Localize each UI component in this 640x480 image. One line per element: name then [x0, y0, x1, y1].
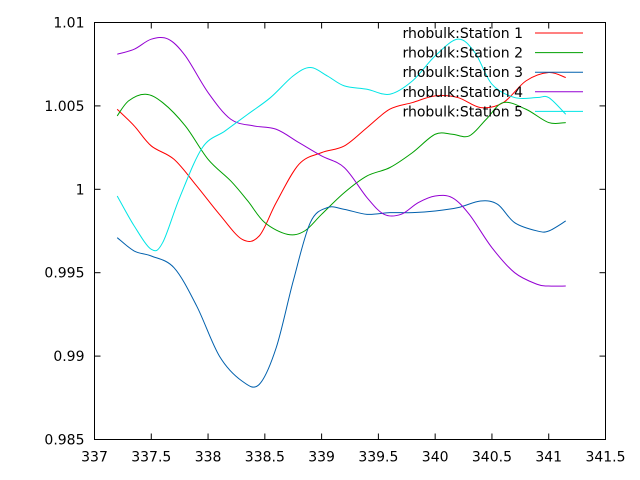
- y-tick-label: 1.005: [44, 99, 84, 115]
- legend-label-station-3: rhobulk:Station 3: [402, 65, 523, 81]
- series-line-station-4: [117, 37, 566, 287]
- series-line-station-5: [116, 38, 567, 252]
- series-lines: [116, 37, 567, 388]
- x-tick-label: 340.5: [472, 450, 512, 466]
- x-axis: 337 337.5 338 338.5 339 339.5 340 340.5 341 341.5: [81, 22, 626, 466]
- legend-label-station-4: rhobulk:Station 4: [402, 85, 523, 101]
- y-axis: 0.985 0.99 0.995 1 1.005 1.01: [44, 16, 606, 449]
- x-tick-label: 338.5: [245, 450, 285, 466]
- x-tick-label: 337: [81, 450, 108, 466]
- x-tick-label: 340: [422, 450, 449, 466]
- x-tick-label: 341.5: [585, 450, 625, 466]
- series-line-station-1: [116, 72, 566, 242]
- y-tick-label: 1.01: [53, 16, 84, 32]
- series-line-station-2: [116, 93, 566, 236]
- x-tick-label: 341: [535, 450, 562, 466]
- legend: rhobulk:Station 1 rhobulk:Station 2 rhobul…: [402, 26, 583, 120]
- series-line-station-3: [116, 200, 567, 388]
- legend-label-station-5: rhobulk:Station 5: [402, 104, 523, 120]
- y-tick-label: 0.985: [44, 433, 84, 449]
- x-tick-label: 339.5: [358, 450, 398, 466]
- y-tick-label: 0.99: [53, 349, 84, 365]
- legend-label-station-2: rhobulk:Station 2: [402, 46, 523, 62]
- x-tick-label: 339: [308, 450, 335, 466]
- plot-frame: [94, 22, 606, 440]
- x-tick-label: 338: [195, 450, 222, 466]
- y-tick-label: 1: [76, 182, 85, 198]
- y-tick-label: 0.995: [44, 266, 84, 282]
- legend-label-station-1: rhobulk:Station 1: [402, 26, 523, 42]
- x-tick-label: 337.5: [131, 450, 171, 466]
